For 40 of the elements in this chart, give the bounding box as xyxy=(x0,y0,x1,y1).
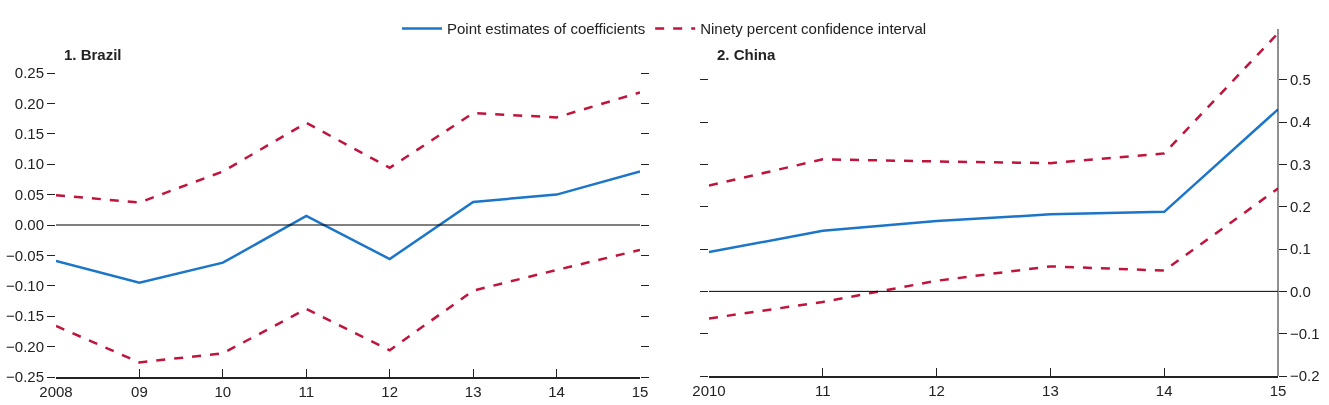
y-tick-label: 0.00 xyxy=(14,216,44,234)
x-tick-label: 12 xyxy=(928,381,945,399)
x-tick-label: 13 xyxy=(464,382,482,400)
line-series xyxy=(709,108,1278,254)
text: 2. China xyxy=(717,46,776,64)
x-tick-label: 14 xyxy=(1155,381,1173,399)
x-tick-label: 15 xyxy=(1269,381,1287,399)
y-tick-label: 0.1 xyxy=(1290,240,1311,258)
x-tick-label: 14 xyxy=(548,382,565,400)
y-tick-label: 0.10 xyxy=(14,155,44,173)
y-tick-label: −0.05 xyxy=(6,246,44,264)
x-tick-label: 09 xyxy=(131,382,148,400)
line-series xyxy=(56,91,640,204)
chart-title: 1. Brazil xyxy=(64,46,122,64)
y-tick-label: 0.05 xyxy=(14,185,44,203)
y-tick-label: 0.0 xyxy=(1290,282,1311,300)
x-tick-label: 11 xyxy=(298,382,315,400)
y-tick-label: 0.3 xyxy=(1290,155,1311,173)
x-tick-label: 12 xyxy=(381,382,399,400)
x-tick-label: 10 xyxy=(214,382,232,400)
x-tick-label: 15 xyxy=(631,382,649,400)
y-tick-label: 0.2 xyxy=(1290,197,1311,215)
y-tick-label: 0.25 xyxy=(14,64,44,82)
y-tick-label: 0.5 xyxy=(1290,71,1311,89)
y-tick-label: −0.2 xyxy=(1290,367,1320,385)
legend-label: Point estimates of coefficients xyxy=(447,20,646,38)
y-tick-label: 0.4 xyxy=(1290,113,1311,131)
y-tick-label: −0.10 xyxy=(6,277,44,295)
y-tick-label: −0.15 xyxy=(6,307,44,325)
y-tick-label: 0.20 xyxy=(14,94,44,112)
x-tick-label: 11 xyxy=(815,381,831,399)
y-tick-label: −0.1 xyxy=(1290,324,1320,342)
y-tick-label: 0.15 xyxy=(14,125,44,143)
legend-label: Ninety percent confidence interval xyxy=(700,20,927,38)
line-series xyxy=(56,170,640,285)
x-tick-label: 2010 xyxy=(692,381,726,399)
line-series xyxy=(709,187,1278,320)
x-tick-label: 13 xyxy=(1042,381,1059,399)
y-tick-label: −0.20 xyxy=(6,337,44,355)
line-series xyxy=(56,248,640,364)
